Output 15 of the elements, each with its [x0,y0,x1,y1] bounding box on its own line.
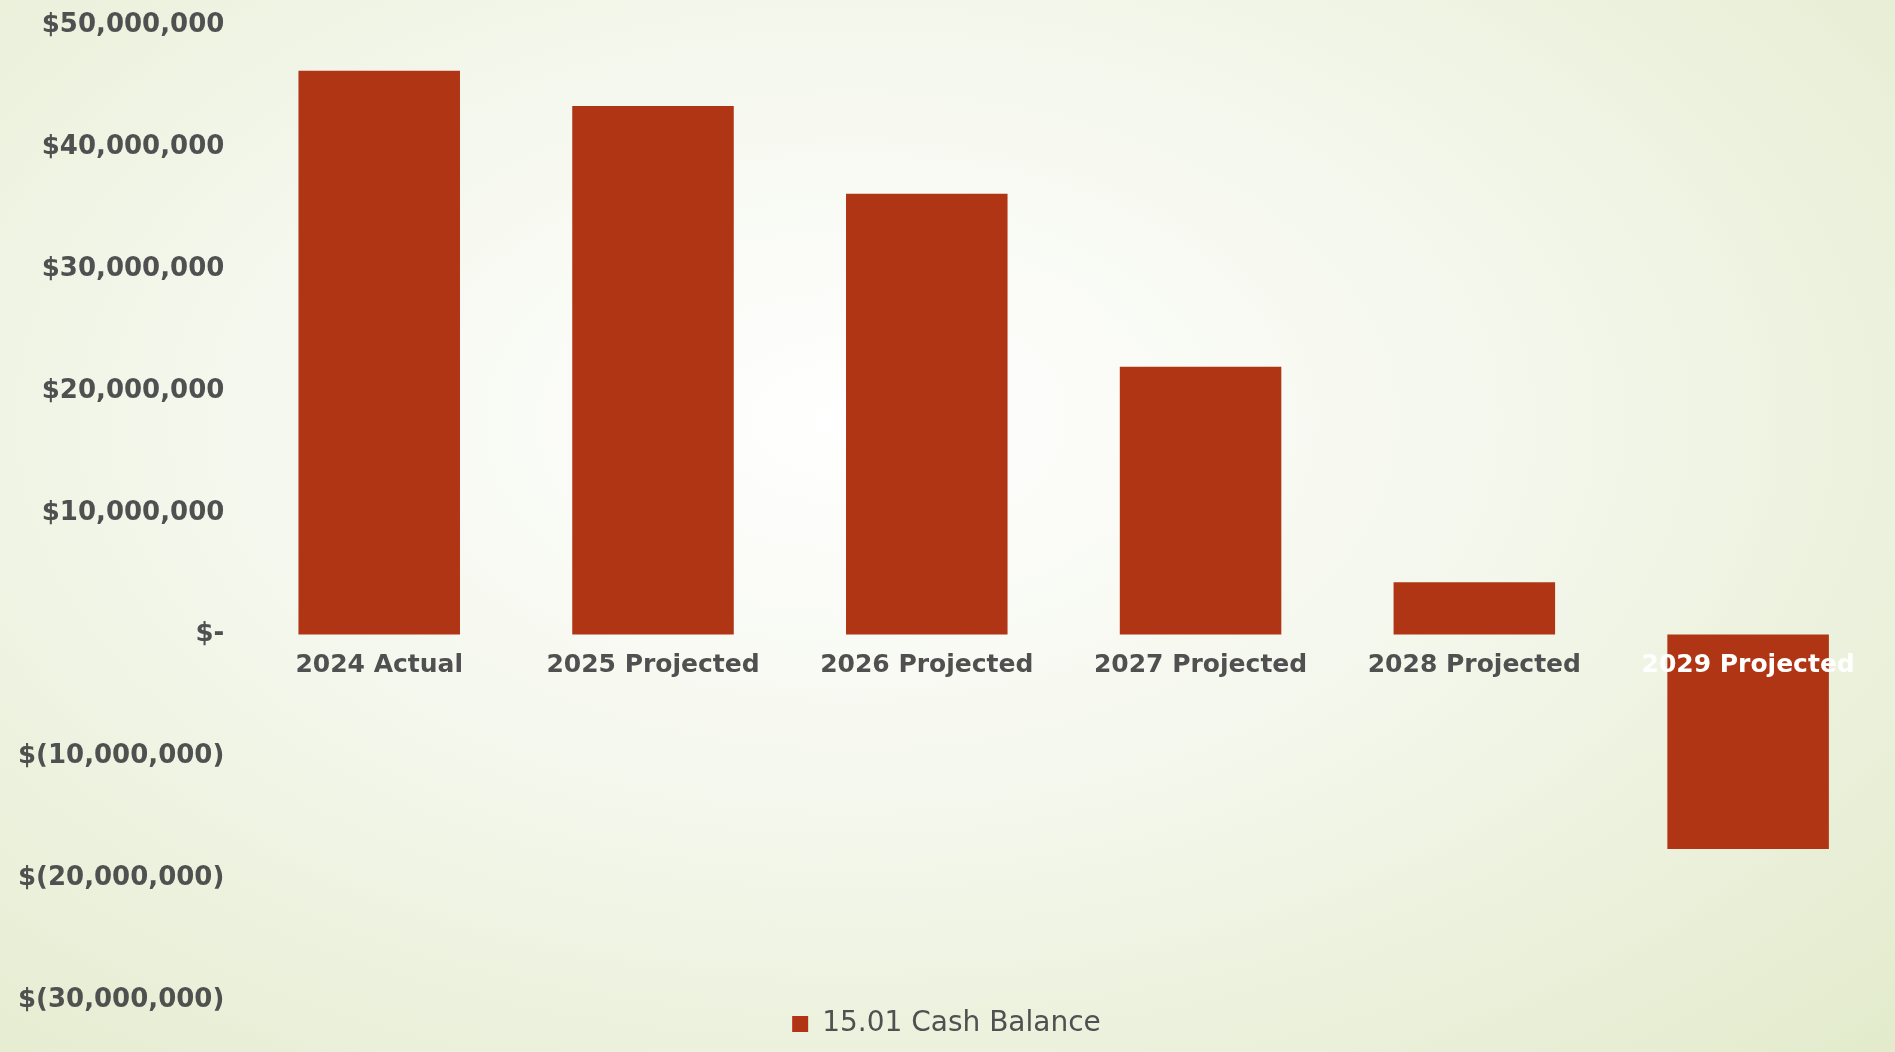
legend-label: 15.01 Cash Balance [822,1005,1101,1039]
y-tick-label: $40,000,000 [41,130,225,161]
x-tick-label: 2025 Projected [546,648,760,678]
x-tick-label: 2024 Actual [295,648,464,678]
x-tick-label: 2027 Projected [1093,648,1308,678]
y-tick-label: $(30,000,000) [17,982,225,1013]
y-tick-label: $10,000,000 [41,495,225,526]
x-tick-label: 2028 Projected [1367,648,1581,678]
y-tick-label: $- [195,617,225,648]
y-tick-label: $(20,000,000) [17,860,225,891]
x-tick-label: 2026 Projected [820,648,1034,678]
y-tick-label: $50,000,000 [41,8,225,39]
y-tick-label: $30,000,000 [41,251,225,282]
y-tick-label: $(10,000,000) [17,739,225,770]
y-tick-label: $20,000,000 [41,373,225,404]
